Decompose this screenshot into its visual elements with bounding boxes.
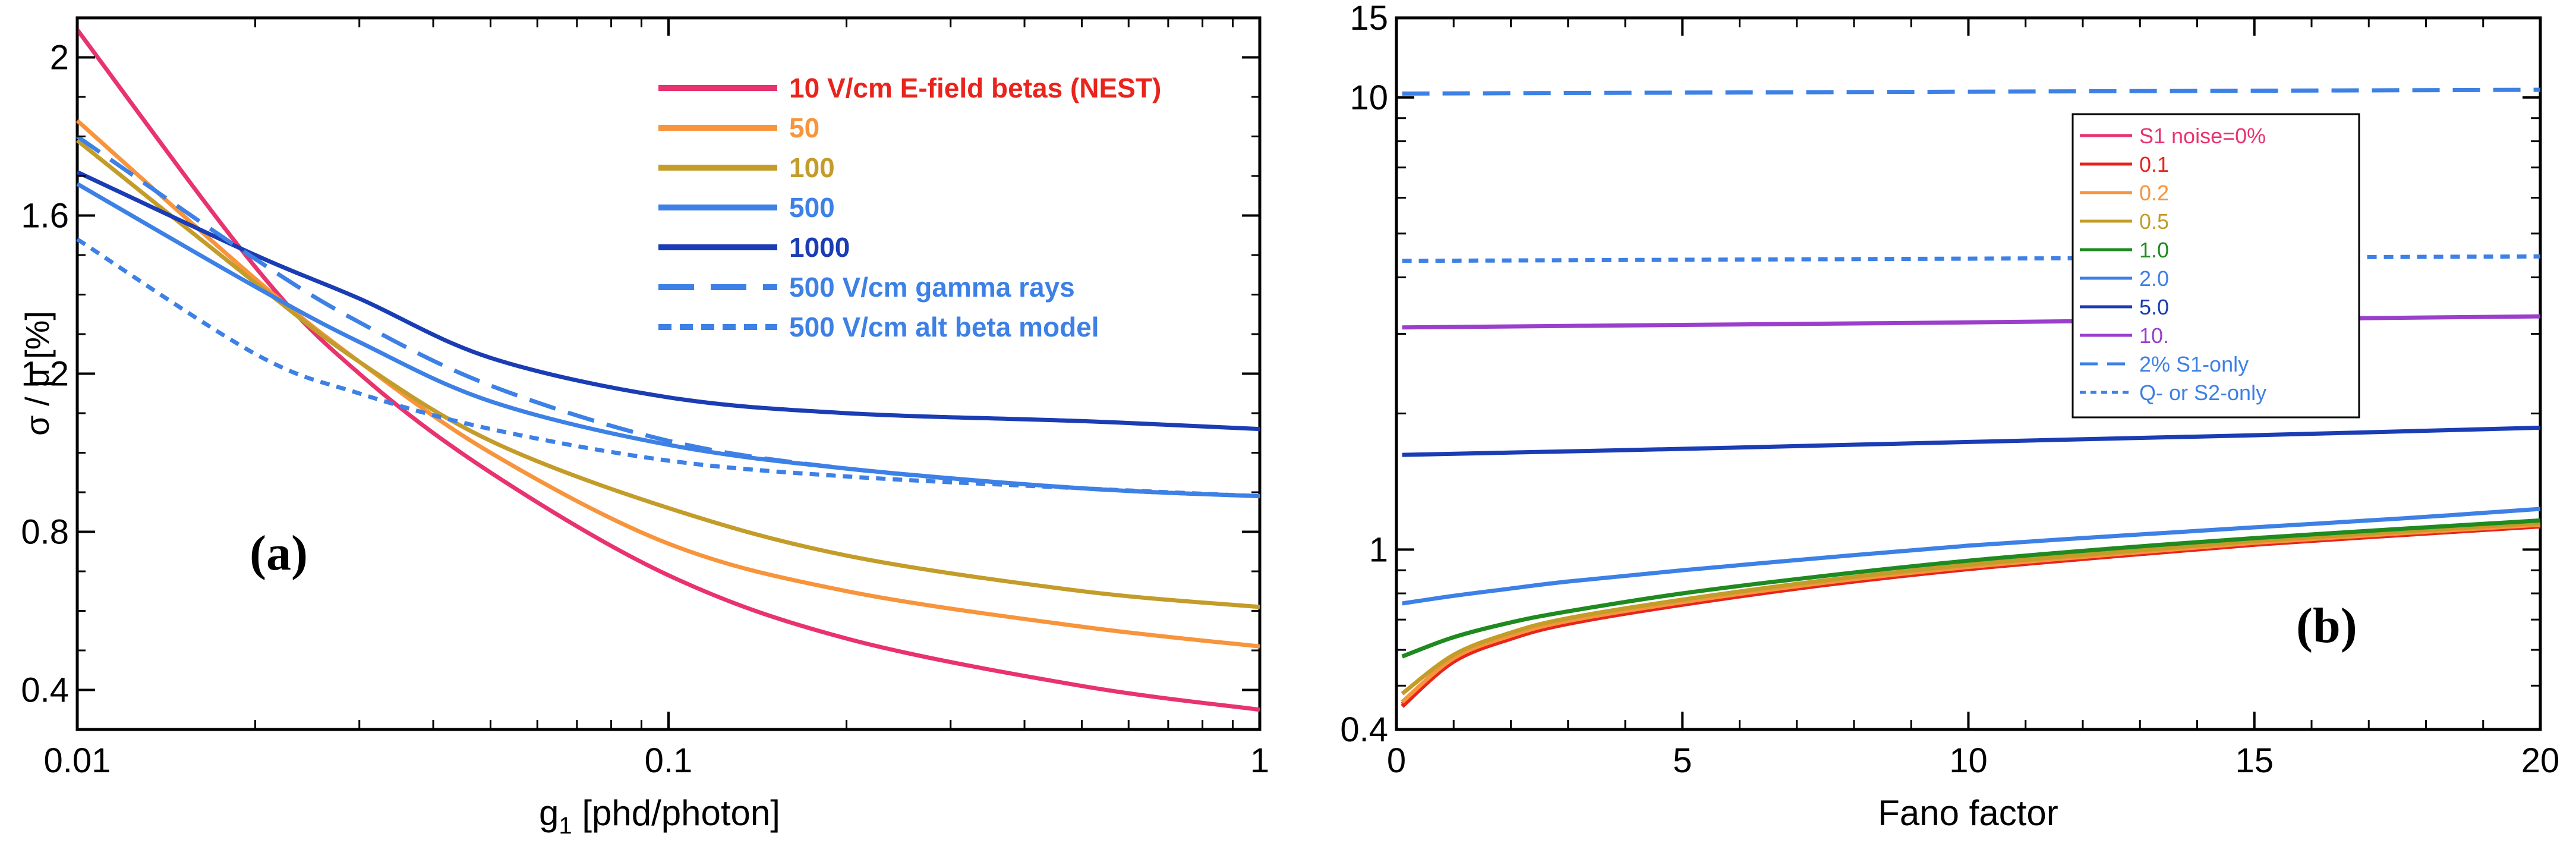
- x-axis-label-b: Fano factor: [1878, 793, 2058, 833]
- a-y-tick-label: 0.8: [21, 513, 69, 552]
- a-series-line-1000: [76, 170, 1260, 432]
- b-legend-label-2-s1-only: 2% S1-only: [2139, 352, 2249, 376]
- a-legend-label-10-v-cm-e-field-betas-nest: 10 V/cm E-field betas (NEST): [789, 73, 1161, 103]
- y-axis-label-a: σ / μ [%]: [18, 311, 56, 436]
- b-legend-label-0-1: 0.1: [2139, 152, 2169, 177]
- b-series-line-q-or-s2-only: [1402, 254, 2541, 263]
- b-x-tick-label: 5: [1673, 741, 1692, 780]
- b-x-tick-label: 10: [1949, 741, 1988, 780]
- b-y-tick-label: 10: [1350, 78, 1388, 117]
- a-series-line-500-v-cm-alt-beta-model: [76, 237, 1260, 499]
- b-y-tick-label: 15: [1350, 0, 1388, 37]
- a-legend-label-100: 100: [789, 152, 835, 183]
- a-series-line-500-v-cm-gamma-rays: [76, 134, 1260, 499]
- b-legend-label-1-0: 1.0: [2139, 238, 2169, 262]
- a-legend-label-500-v-cm-gamma-rays: 500 V/cm gamma rays: [789, 272, 1075, 303]
- a-legend-label-500-v-cm-alt-beta-model: 500 V/cm alt beta model: [789, 312, 1099, 342]
- b-series-line-s1-noise-0: [1401, 523, 2541, 706]
- b-y-tick-label: 1: [1369, 530, 1388, 569]
- ticks-group-a: 0.01 0.1 1 0.4 0.8 1.2 1.6 2: [21, 18, 1269, 780]
- b-series-line-2-s1-only: [1402, 87, 2541, 96]
- b-legend-label-0-2: 0.2: [2139, 181, 2169, 205]
- b-legend-label-0-5: 0.5: [2139, 209, 2169, 234]
- b-x-tick-label: 20: [2521, 741, 2560, 780]
- panel-label-b: (b): [2296, 598, 2357, 653]
- b-series-line-2-0: [1402, 507, 2541, 606]
- b-x-tick-label: 0: [1387, 741, 1406, 780]
- b-x-tick-label: 15: [2235, 741, 2274, 780]
- a-legend-label-50: 50: [789, 112, 819, 143]
- b-series-line-1-0: [1401, 518, 2541, 659]
- b-legend-label-5-0: 5.0: [2139, 295, 2169, 319]
- a-y-tick-label: 1.2: [21, 355, 69, 394]
- b-y-tick-label: 0.4: [1340, 710, 1388, 749]
- plot-frame-a: [75, 16, 1262, 731]
- x-axis-label-a: g1 [phd/photon]: [539, 793, 780, 839]
- a-series-line-100: [75, 139, 1260, 609]
- a-legend-label-500: 500: [789, 192, 835, 223]
- panel-label-a: (a): [250, 526, 308, 581]
- b-series-line-0-2: [1401, 523, 2541, 704]
- series-group-b: [1401, 87, 2541, 708]
- b-legend-label-10: 10.: [2139, 323, 2169, 348]
- a-y-tick-label: 1.6: [21, 197, 69, 235]
- series-group-a: [75, 28, 1260, 712]
- a-y-tick-label: 0.4: [21, 671, 69, 710]
- a-x-tick-label: 1: [1250, 741, 1269, 780]
- a-x-tick-label: 0.01: [44, 741, 111, 780]
- b-legend-label-2-0: 2.0: [2139, 266, 2169, 291]
- legend-b: S1 noise=0% 0.1 0.2 0.5 1.0 2.0 5.0 10. 2% S1-on…: [2080, 124, 2266, 405]
- chart-panel-a: 0.01 0.1 1 0.4 0.8 1.2 1.6 2 (a) g1 [phd/photon…: [18, 16, 1269, 839]
- a-x-tick-label: 0.1: [645, 741, 693, 780]
- legend-box-b: [2071, 113, 2360, 419]
- a-series-line-10-v-cm-e-field-betas-nest: [75, 28, 1260, 712]
- ticks-group-b: 0 5 10 15 20 0.4 1 10 15: [1340, 0, 2559, 780]
- b-series-line-10: [1402, 314, 2541, 330]
- b-legend-label-s1-noise-0: S1 noise=0%: [2139, 124, 2266, 148]
- b-series-line-0-5: [1401, 521, 2541, 696]
- b-series-line-5-0: [1402, 425, 2541, 457]
- chart-panel-b: 0 5 10 15 20 0.4 1 10 15 (b) Fano factor S1 nois…: [1340, 0, 2559, 833]
- a-series-line-50: [75, 119, 1260, 649]
- legend-a: 10 V/cm E-field betas (NEST) 50 100 500 1000…: [658, 73, 1161, 342]
- a-legend-label-1000: 1000: [789, 232, 850, 263]
- b-legend-label-q-or-s2-only: Q- or S2-only: [2139, 380, 2266, 405]
- a-y-tick-label: 2: [50, 39, 69, 77]
